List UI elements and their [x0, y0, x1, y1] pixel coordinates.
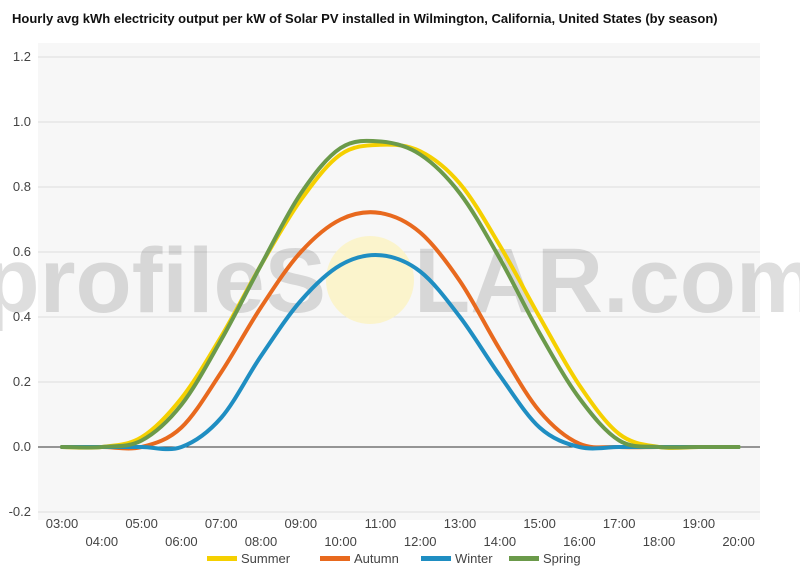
- series-line-winter: [60, 253, 741, 452]
- x-tick-label: 13:00: [444, 516, 477, 531]
- y-tick-label: 1.2: [13, 49, 31, 64]
- series-lines: [60, 138, 741, 452]
- y-tick-label: 0.2: [13, 374, 31, 389]
- legend-swatch-spring: [509, 556, 539, 561]
- x-axis-ticks: 03:00 04:00 05:00 06:00 07:00 08:00 09:00 10:00…: [46, 516, 755, 549]
- x-tick-label: 20:00: [722, 534, 755, 549]
- legend: Summer Autumn Winter Spring: [207, 551, 581, 566]
- x-tick-label: 07:00: [205, 516, 238, 531]
- x-tick-label: 15:00: [523, 516, 556, 531]
- x-tick-label: 05:00: [125, 516, 158, 531]
- legend-label-winter: Winter: [455, 551, 493, 566]
- y-tick-label: 0.4: [13, 309, 31, 324]
- legend-swatch-autumn: [320, 556, 350, 561]
- y-tick-label: 1.0: [13, 114, 31, 129]
- x-tick-label: 08:00: [245, 534, 278, 549]
- x-tick-label: 16:00: [563, 534, 596, 549]
- x-tick-label: 19:00: [683, 516, 716, 531]
- x-tick-label: 11:00: [365, 516, 397, 531]
- x-tick-label: 14:00: [484, 534, 517, 549]
- legend-swatch-summer: [207, 556, 237, 561]
- y-axis-ticks: -0.2 0.0 0.2 0.4 0.6 0.8 1.0 1.2: [9, 49, 31, 519]
- watermark-sun: [326, 236, 414, 324]
- x-tick-label: 03:00: [46, 516, 79, 531]
- x-tick-label: 09:00: [285, 516, 318, 531]
- y-tick-label: -0.2: [9, 504, 31, 519]
- legend-label-summer: Summer: [241, 551, 291, 566]
- x-tick-label: 04:00: [86, 534, 119, 549]
- x-tick-label: 18:00: [643, 534, 676, 549]
- grid: [38, 56, 760, 513]
- legend-swatch-winter: [421, 556, 451, 561]
- chart-title: Hourly avg kWh electricity output per kW…: [12, 11, 718, 26]
- y-tick-label: 0.6: [13, 244, 31, 259]
- y-tick-label: 0.0: [13, 439, 31, 454]
- x-tick-label: 10:00: [324, 534, 357, 549]
- legend-label-spring: Spring: [543, 551, 581, 566]
- x-tick-label: 17:00: [603, 516, 636, 531]
- legend-label-autumn: Autumn: [354, 551, 399, 566]
- y-tick-label: 0.8: [13, 179, 31, 194]
- x-tick-label: 12:00: [404, 534, 437, 549]
- series-line-spring: [60, 138, 741, 450]
- watermark-text-right: LAR.com: [414, 230, 800, 332]
- x-tick-label: 06:00: [165, 534, 198, 549]
